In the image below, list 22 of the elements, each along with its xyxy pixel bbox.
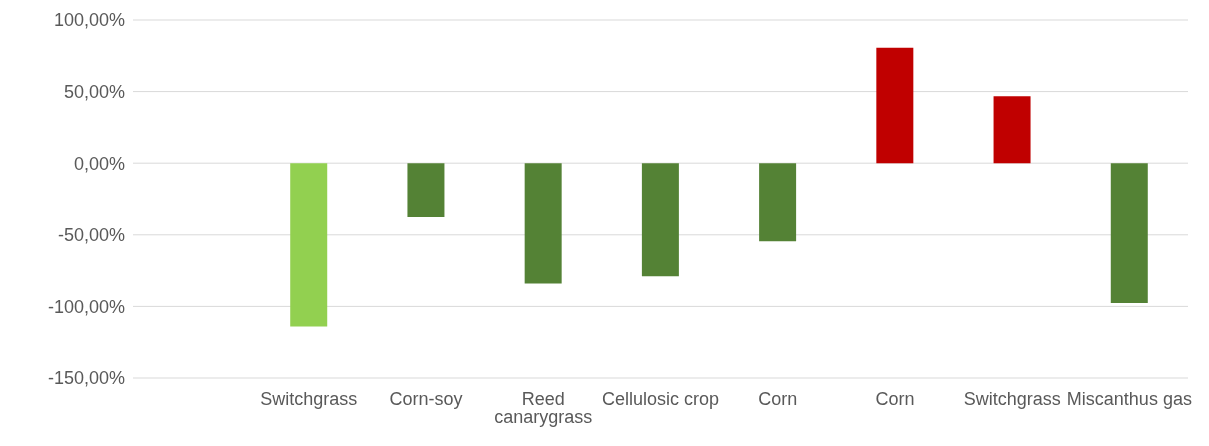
x-tick-label: Reed canarygrass [494, 388, 593, 427]
x-tick-label: Cellulosic crop [601, 388, 720, 409]
y-tick-label: 0,00% [73, 153, 125, 174]
y-tick-label: -50,00% [57, 225, 125, 246]
bar [759, 163, 797, 242]
bar [993, 96, 1031, 164]
bar [524, 163, 562, 284]
bar [876, 47, 914, 164]
bar [407, 163, 445, 217]
bar [641, 163, 679, 277]
y-tick-label: 100,00% [53, 10, 125, 31]
y-tick-label: 50,00% [63, 81, 125, 102]
x-tick-label: Miscanthus gas [1066, 388, 1192, 409]
x-tick-label: Corn-soy [389, 388, 463, 409]
bar [1110, 163, 1148, 304]
bar [290, 163, 328, 327]
x-tick-label: Corn [875, 388, 915, 409]
y-tick-label: -150,00% [47, 368, 125, 389]
x-tick-label: Switchgrass [963, 388, 1061, 409]
x-tick-label: Switchgrass [260, 388, 358, 409]
x-tick-label: Corn [758, 388, 798, 409]
y-tick-label: -100,00% [47, 296, 125, 317]
